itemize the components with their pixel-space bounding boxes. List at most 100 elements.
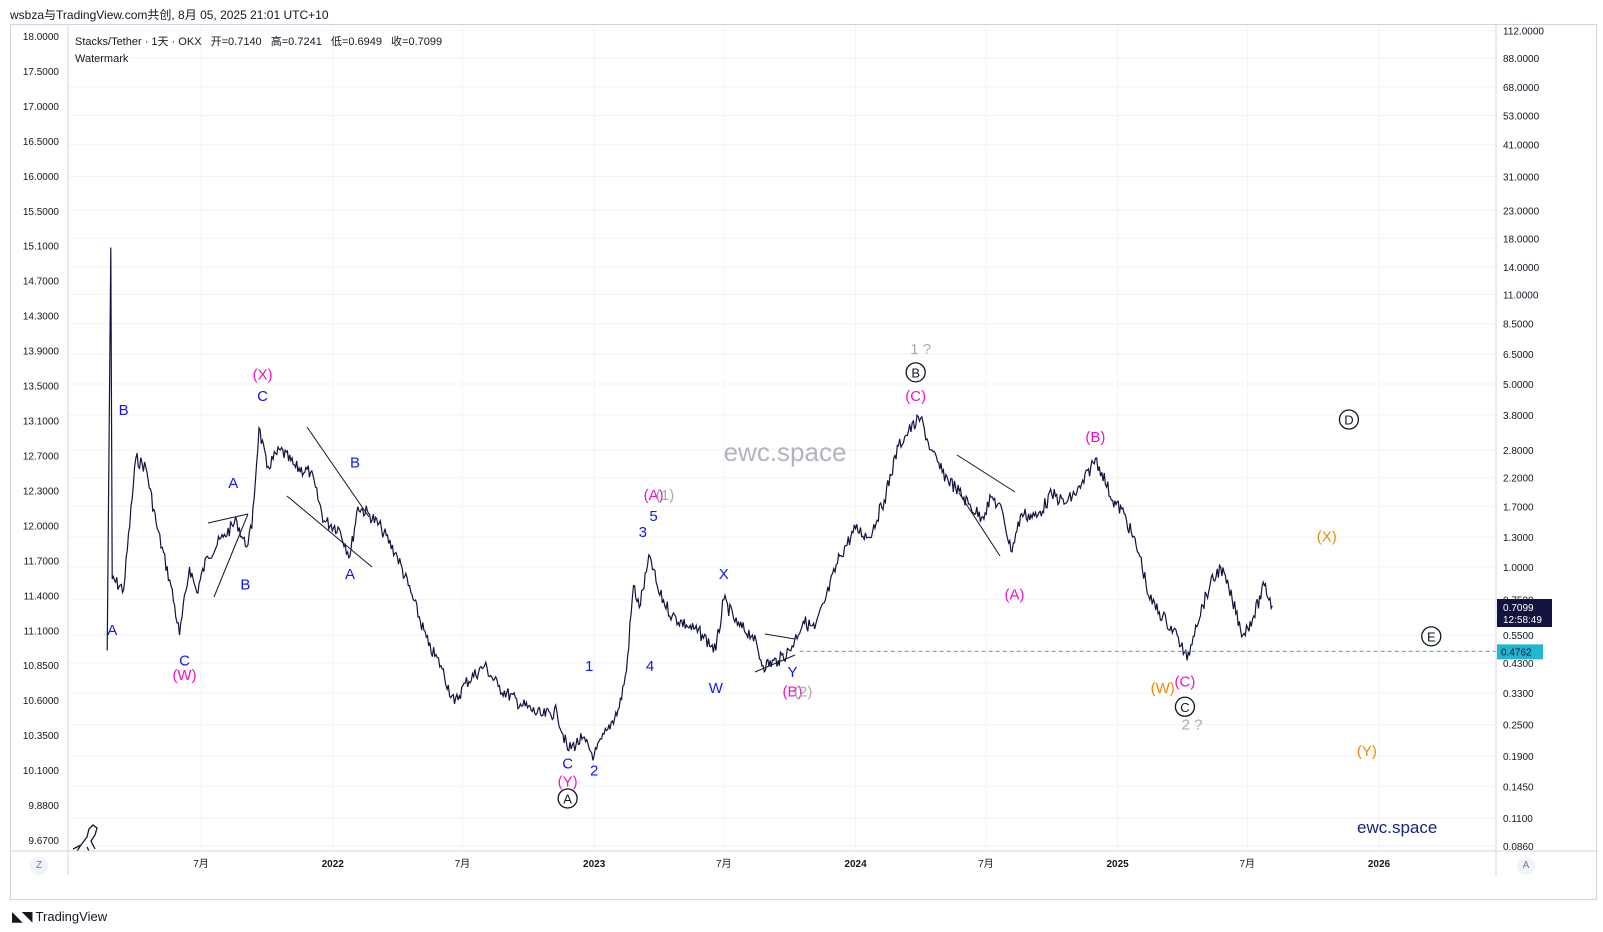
time-axis-tick-label: 7月 bbox=[455, 858, 471, 870]
wave-label: A bbox=[107, 622, 117, 639]
wave-label: Y bbox=[787, 664, 797, 681]
wave-label: C bbox=[562, 756, 573, 773]
triangle-2021 bbox=[207, 513, 249, 598]
footer-brand-text: TradingView bbox=[35, 909, 108, 924]
time-axis[interactable]: 7月 2022 7月 2023 7月 2024 7月 2025 7月 2026 bbox=[193, 858, 1390, 870]
tv-dino-icon bbox=[72, 824, 98, 852]
left-axis-tick-label: 10.8500 bbox=[23, 661, 60, 672]
right-axis-tick-label: 31.0000 bbox=[1503, 172, 1540, 183]
right-axis-tick-label: 0.1450 bbox=[1503, 783, 1534, 794]
wave-label: 4 bbox=[646, 658, 654, 675]
time-axis-tick-label: 2025 bbox=[1106, 859, 1129, 870]
right-axis-tick-label: 53.0000 bbox=[1503, 112, 1540, 123]
right-price-axis[interactable]: 112.0000 88.0000 68.0000 53.0000 41.0000 31.0… bbox=[1503, 26, 1544, 853]
legend-high-label: 高 bbox=[271, 34, 282, 48]
footer-brand[interactable]: ⁠◣◥ TradingView bbox=[12, 908, 107, 925]
time-axis-tick-label: 7月 bbox=[978, 858, 994, 870]
left-axis-tick-label: 10.3500 bbox=[23, 731, 60, 742]
tradingview-logo-icon: ⁠◣◥ bbox=[12, 908, 33, 924]
left-axis-tick-label: 15.5000 bbox=[23, 207, 60, 218]
legend-symbol[interactable]: Stacks/Tether · 1天 · OKX 开=0.7140 高=0.72… bbox=[75, 34, 442, 48]
left-axis-tick-label: 17.5000 bbox=[23, 67, 60, 78]
wedge-2024 bbox=[956, 454, 1016, 557]
level-price-tag: 0.4762 bbox=[1497, 644, 1543, 660]
wave-label: (W) bbox=[1151, 680, 1175, 697]
right-axis-tick-label: 0.3300 bbox=[1503, 689, 1534, 700]
right-axis-tick-label: 11.0000 bbox=[1503, 290, 1539, 301]
right-axis-tick-label: 0.1900 bbox=[1503, 752, 1534, 763]
left-axis-tick-label: 11.1000 bbox=[24, 626, 60, 637]
right-axis-tick-label: 0.4300 bbox=[1503, 659, 1534, 670]
wave-label: C bbox=[257, 388, 268, 405]
left-axis-tick-label: 12.3000 bbox=[23, 486, 60, 497]
wave-label: D bbox=[1344, 413, 1353, 428]
time-axis-tick-label: 7月 bbox=[1239, 858, 1255, 870]
legend-open-label: 开 bbox=[211, 36, 222, 48]
wave-label: B bbox=[119, 402, 129, 419]
right-axis-tick-label: 8.5000 bbox=[1503, 320, 1534, 331]
wave-label: C bbox=[179, 653, 190, 670]
wave-label-circle bbox=[905, 362, 926, 383]
countdown-value: 12:58:49 bbox=[1503, 615, 1542, 626]
legend-watermark-line: Watermark bbox=[75, 53, 129, 65]
legend-open-value: =0.7140 bbox=[222, 36, 262, 48]
legend-low-label: 低 bbox=[331, 35, 342, 48]
time-axis-tick-label: 2024 bbox=[844, 859, 867, 870]
wave-label-circle bbox=[1421, 626, 1442, 647]
legend-low-value: =0.6949 bbox=[342, 36, 382, 48]
wave-label: B bbox=[240, 577, 250, 594]
right-axis-tick-label: 6.5000 bbox=[1503, 350, 1534, 361]
last-price-tag: 0.7099 12:58:49 bbox=[1497, 599, 1552, 627]
left-axis-tick-label: 9.8800 bbox=[28, 801, 59, 812]
right-axis-tick-label: 2.8000 bbox=[1503, 446, 1534, 457]
wave-label: (B) bbox=[1085, 429, 1105, 446]
left-axis-tick-label: 17.0000 bbox=[23, 102, 60, 113]
wave-label: 5 bbox=[649, 508, 657, 525]
left-axis-tick-label: 18.0000 bbox=[23, 32, 60, 43]
left-price-axis[interactable]: 18.0000 17.5000 17.0000 16.5000 16.0000 15.50… bbox=[23, 32, 60, 847]
pattern-lines bbox=[207, 426, 1016, 673]
wave-label: E bbox=[1427, 629, 1436, 644]
wave-label-circle bbox=[557, 788, 578, 809]
wave-label: 1 ? bbox=[910, 341, 931, 358]
time-axis-tick-label: 2026 bbox=[1368, 859, 1391, 870]
wave-label: 3 bbox=[639, 524, 647, 541]
watermark-center: ewc.space bbox=[724, 437, 847, 467]
right-axis-tick-label: 3.8000 bbox=[1503, 411, 1534, 422]
left-axis-tick-label: 11.7000 bbox=[24, 556, 60, 567]
wave-label: (A) bbox=[644, 487, 664, 504]
wave-label: (X) bbox=[253, 367, 273, 384]
last-price-value: 0.7099 bbox=[1503, 603, 1534, 614]
time-axis-tick-label: 2023 bbox=[583, 859, 606, 870]
channel-2021-2022 bbox=[286, 426, 373, 568]
left-axis-tick-label: 12.0000 bbox=[23, 521, 60, 532]
left-axis-tick-label: 12.7000 bbox=[23, 451, 60, 462]
right-axis-tick-label: 18.0000 bbox=[1503, 234, 1540, 245]
chart-area[interactable]: 18.0000 17.5000 17.0000 16.5000 16.0000 15.50… bbox=[10, 24, 1598, 901]
right-axis-tick-label: 41.0000 bbox=[1503, 141, 1540, 152]
legend-symbol-name: Stacks/Tether · 1天 · OKX bbox=[75, 36, 202, 48]
right-axis-tick-label: 0.1100 bbox=[1503, 814, 1533, 825]
time-axis-tick-label: 2022 bbox=[322, 859, 345, 870]
left-axis-tick-label: 16.5000 bbox=[23, 137, 60, 148]
scale-toggle-left[interactable]: Z bbox=[30, 857, 48, 875]
left-axis-tick-label: 11.4000 bbox=[24, 591, 60, 602]
triangle-2023 bbox=[754, 633, 796, 673]
wave-label: C bbox=[1180, 700, 1189, 715]
wave-label-circle bbox=[1338, 409, 1360, 430]
right-axis-tick-label: 68.0000 bbox=[1503, 83, 1540, 94]
wave-label: 1 bbox=[585, 658, 593, 675]
scale-toggle-right[interactable]: A bbox=[1517, 857, 1535, 875]
grid bbox=[68, 25, 1496, 851]
right-axis-tick-label: 112.0000 bbox=[1503, 26, 1544, 37]
wave-label: (1) bbox=[656, 487, 674, 504]
wave-label: A bbox=[228, 475, 238, 492]
chart-canvas[interactable]: 18.000017.500017.000016.500016.000015.50… bbox=[11, 25, 1598, 901]
wave-label: (C) bbox=[905, 388, 926, 405]
left-axis-tick-label: 15.1000 bbox=[23, 242, 60, 253]
left-axis-tick-label: 13.5000 bbox=[23, 382, 60, 393]
wave-label: W bbox=[709, 680, 724, 697]
right-axis-tick-label: 2.2000 bbox=[1503, 473, 1534, 484]
time-axis-tick-label: 7月 bbox=[193, 858, 209, 870]
wave-label: (Y) bbox=[558, 774, 578, 791]
